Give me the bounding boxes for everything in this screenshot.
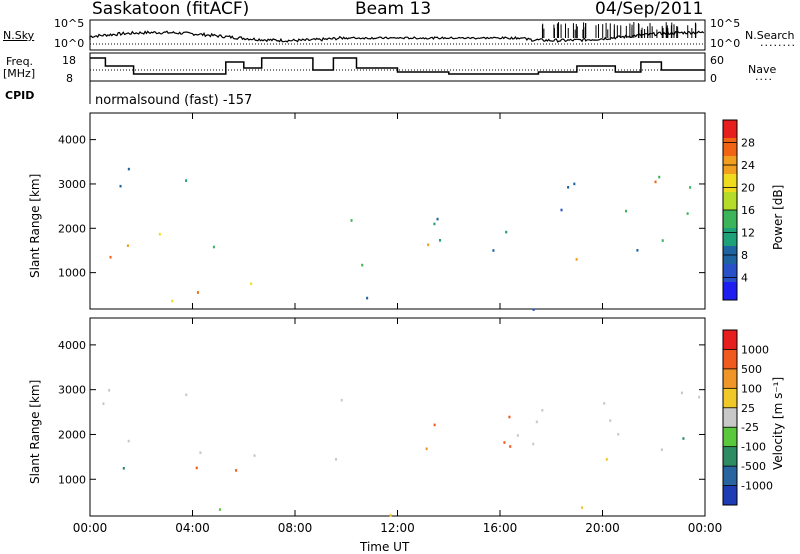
- date-title: 04/Sep/2011: [595, 0, 704, 19]
- colorbar-tick-label: -100: [741, 441, 766, 454]
- y-tick-label: 4000: [58, 339, 86, 352]
- colorbar-swatch: [723, 192, 737, 211]
- nave-tick-top: 60: [710, 54, 724, 67]
- colorbar-tick-label: 1000: [741, 343, 769, 356]
- colorbar-tick-label: 4: [741, 272, 748, 285]
- freq-label-2: [MHz]: [3, 67, 36, 80]
- colorbar-tick-label: 24: [741, 159, 755, 172]
- colorbar-swatch: [723, 446, 737, 467]
- x-tick-label: 00:00: [688, 521, 723, 535]
- y-tick-label: 2000: [58, 222, 86, 235]
- colorbar-swatch: [723, 388, 737, 409]
- colorbar-tick-label: 25: [741, 402, 755, 415]
- colorbar-tick-label: 28: [741, 137, 755, 150]
- colorbar-swatch: [723, 264, 737, 283]
- nsearch-legend-dots: ········: [760, 39, 796, 52]
- nsky-strip: [89, 19, 706, 51]
- colorbar-swatch: [723, 228, 737, 247]
- x-axis-ticks: 00:00 04:00 08:00 12:00 16:00 20:00 00:00: [73, 113, 723, 535]
- x-tick-label: 12:00: [380, 521, 415, 535]
- colorbar-tick-label: 20: [741, 182, 755, 195]
- colorbar-swatch: [723, 138, 737, 157]
- y-tick-label: 1000: [58, 473, 86, 486]
- x-tick-label: 04:00: [175, 521, 210, 535]
- colorbar-tick-label: -500: [741, 460, 766, 473]
- nave-tick-bottom: 0: [710, 72, 717, 85]
- colorbar-swatch: [723, 330, 737, 350]
- colorbar-swatch: [723, 466, 737, 487]
- colorbar-swatch: [723, 427, 737, 448]
- nsky-line: [89, 30, 705, 43]
- freq-tick-top: 18: [62, 54, 76, 67]
- x-tick-label: 08:00: [278, 521, 313, 535]
- colorbar-swatch: [723, 120, 737, 139]
- freq-tick-bottom: 8: [66, 72, 73, 85]
- colorbar-swatch: [723, 210, 737, 229]
- colorbar-tick-label: -1000: [741, 480, 773, 493]
- y-tick-label: 3000: [58, 384, 86, 397]
- colorbar-tick-label: -25: [741, 421, 759, 434]
- colorbar-tick-label: 100: [741, 382, 762, 395]
- y-tick-label: 3000: [58, 178, 86, 191]
- velocity-frame: [89, 317, 706, 517]
- colorbar-swatch: [723, 368, 737, 389]
- power-frame: [89, 112, 706, 310]
- cpid-label: CPID: [5, 89, 35, 102]
- power-colorbar: 28 24 20 16 12 8 4: [722, 119, 755, 301]
- colorbar-tick-label: 16: [741, 204, 755, 217]
- power-panel: 1000 2000 3000 4000: [58, 112, 706, 311]
- colorbar-swatch: [723, 485, 737, 506]
- nave-legend-dots: ····: [755, 73, 773, 86]
- colorbar-swatch: [723, 349, 737, 370]
- nave-label: Nave: [748, 63, 777, 76]
- x-tick-label: 00:00: [73, 521, 108, 535]
- colorbar-swatch: [723, 282, 737, 301]
- nsky-tick-bottom: 10^0: [54, 37, 85, 50]
- y-tick-label: 4000: [58, 134, 86, 147]
- cpid-value: normalsound (fast) -157: [95, 93, 253, 108]
- nsky-tick-top: 10^5: [54, 17, 85, 30]
- station-title: Saskatoon (fitACF): [92, 0, 250, 19]
- velocity-panel: 1000 2000 3000 4000: [58, 317, 706, 517]
- nsky-label: N.Sky: [3, 29, 35, 42]
- colorbar-swatch: [723, 174, 737, 193]
- freq-label-1: Freq.: [6, 55, 34, 68]
- y-tick-label: 1000: [58, 267, 86, 280]
- freq-strip: [89, 52, 706, 104]
- nsearch-tick-top: 10^5: [710, 17, 741, 30]
- freq-line: [90, 57, 705, 75]
- nsearch-label: N.Search: [745, 29, 795, 42]
- x-axis-label: Time UT: [360, 540, 410, 554]
- x-tick-label: 16:00: [483, 521, 518, 535]
- velocity-colorbar: 1000 500 100 25 -25 -100 -500 -1000: [722, 329, 773, 506]
- colorbar-tick-label: 12: [741, 227, 755, 240]
- x-tick-label: 20:00: [585, 521, 620, 535]
- beam-title: Beam 13: [355, 0, 432, 19]
- colorbar-tick-label: 500: [741, 363, 762, 376]
- nsearch-tick-bottom: 10^0: [710, 37, 741, 50]
- colorbar-tick-label: 8: [741, 249, 748, 262]
- y-tick-label: 2000: [58, 428, 86, 441]
- colorbar-swatch: [723, 407, 737, 428]
